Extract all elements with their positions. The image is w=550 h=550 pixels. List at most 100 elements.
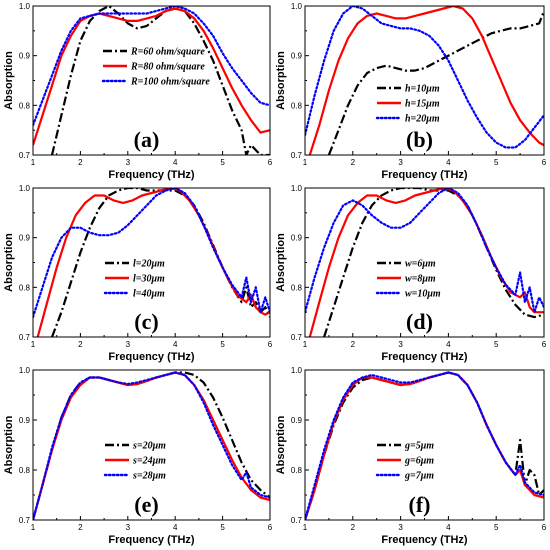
x-axis-label: Frequency (THz) — [381, 534, 468, 546]
legend: s=20μm s=24μm s=28μm — [103, 441, 166, 482]
x-tick-label: 2 — [351, 523, 356, 532]
x-tick-label: 6 — [542, 158, 547, 167]
x-axis-label: Frequency (THz) — [108, 169, 195, 181]
series-line-2 — [308, 6, 544, 155]
y-axis-label: Absorption — [275, 233, 287, 292]
legend-entry: w=8μm — [405, 274, 436, 285]
chart-panel: 1 2 3 4 5 6 0.7 0.8 0.9 1.0 Frequency (THz) Absorpt… — [3, 366, 273, 546]
chart-panel: 1 2 3 4 5 6 0.7 0.8 0.9 1.0 Frequency (THz) Absorpt… — [3, 184, 273, 363]
y-tick-label: 0.7 — [19, 333, 31, 342]
panel-label: (e) — [134, 492, 158, 517]
x-tick-label: 1 — [303, 340, 308, 349]
y-tick-label: 0.8 — [291, 283, 303, 292]
x-axis-label: Frequency (THz) — [381, 351, 468, 363]
y-tick-label: 0.7 — [19, 516, 31, 525]
legend-entry: l=30μm — [133, 274, 165, 285]
x-tick-label: 1 — [31, 523, 36, 532]
legend-entry: w=6μm — [405, 259, 436, 270]
y-tick-label: 0.9 — [19, 234, 31, 243]
x-tick-label: 2 — [351, 158, 356, 167]
legend-entry: g=6μm — [404, 456, 434, 467]
y-tick-label: 0.7 — [291, 151, 303, 160]
chart-panel: 1 2 3 4 5 6 0.7 0.8 0.9 1.0 Frequency (THz) Absorpt… — [3, 2, 273, 181]
legend: R=60 ohm/square R=80 ohm/square R=100 ohm/… — [101, 47, 210, 88]
y-tick-label: 0.8 — [291, 101, 303, 110]
legend-entry: w=10μm — [405, 289, 441, 300]
legend-entry: R=100 ohm/square — [130, 77, 210, 88]
panel-label: (f) — [409, 492, 431, 517]
chart-panel: 1 2 3 4 5 6 0.7 0.8 0.9 1.0 Frequency (THz) Absorpt… — [275, 184, 547, 363]
y-tick-label: 0.9 — [291, 416, 303, 425]
x-tick-label: 4 — [446, 523, 451, 532]
x-tick-label: 1 — [31, 158, 36, 167]
y-tick-label: 1.0 — [19, 184, 31, 193]
x-tick-label: 1 — [303, 523, 308, 532]
panel-label: (d) — [406, 309, 433, 334]
x-tick-label: 3 — [398, 158, 403, 167]
x-tick-label: 2 — [78, 158, 83, 167]
x-tick-label: 3 — [126, 158, 131, 167]
y-axis-label: Absorption — [3, 415, 15, 474]
series-line-3 — [305, 6, 544, 149]
x-tick-label: 5 — [494, 523, 499, 532]
y-tick-label: 1.0 — [291, 184, 303, 193]
panel-label: (a) — [134, 127, 160, 152]
y-tick-label: 0.8 — [291, 466, 303, 475]
legend-entry: h=20μm — [405, 114, 440, 125]
x-tick-label: 5 — [494, 158, 499, 167]
x-tick-label: 3 — [398, 340, 403, 349]
x-tick-label: 4 — [173, 340, 178, 349]
panel-label: (c) — [134, 309, 158, 334]
x-tick-label: 2 — [78, 340, 83, 349]
series-line-1 — [33, 371, 270, 520]
legend: w=6μm w=8μm w=10μm — [375, 259, 441, 300]
x-axis-label: Frequency (THz) — [108, 351, 195, 363]
x-tick-label: 6 — [268, 523, 273, 532]
y-tick-label: 0.9 — [19, 416, 31, 425]
series-line-3 — [305, 371, 544, 520]
series-line-2 — [308, 188, 544, 337]
legend-entry: h=15μm — [405, 99, 440, 110]
legend-entry: l=40μm — [133, 289, 165, 300]
legend-entry: s=28μm — [132, 471, 166, 482]
x-tick-label: 6 — [268, 340, 273, 349]
x-tick-label: 6 — [268, 158, 273, 167]
y-axis-label: Absorption — [3, 233, 15, 292]
x-tick-label: 4 — [173, 158, 178, 167]
legend-entry: s=20μm — [132, 441, 166, 452]
x-axis-label: Frequency (THz) — [381, 169, 468, 181]
y-tick-label: 1.0 — [19, 366, 31, 375]
x-tick-label: 3 — [398, 523, 403, 532]
x-tick-label: 5 — [494, 340, 499, 349]
panel-label: (b) — [406, 127, 433, 152]
x-tick-label: 3 — [126, 340, 131, 349]
y-axis-label: Absorption — [275, 51, 287, 110]
y-tick-label: 0.8 — [19, 466, 31, 475]
y-tick-label: 0.9 — [291, 234, 303, 243]
y-tick-label: 0.9 — [19, 52, 31, 61]
legend-entry: R=80 ohm/square — [130, 62, 205, 73]
series-line-3 — [33, 371, 270, 520]
x-tick-label: 2 — [78, 523, 83, 532]
x-tick-label: 1 — [31, 340, 36, 349]
x-tick-label: 1 — [303, 158, 308, 167]
chart-panel: 1 2 3 4 5 6 0.7 0.8 0.9 1.0 Frequency (THz) Absorpt… — [275, 2, 547, 181]
x-tick-label: 5 — [220, 340, 225, 349]
x-tick-label: 6 — [542, 340, 547, 349]
x-tick-label: 4 — [446, 340, 451, 349]
legend-entry: g=5μm — [404, 441, 434, 452]
legend: g=5μm g=6μm g=7μm — [375, 441, 434, 482]
y-tick-label: 1.0 — [291, 366, 303, 375]
legend-entry: h=10μm — [405, 84, 440, 95]
y-tick-label: 0.9 — [291, 52, 303, 61]
x-tick-label: 5 — [220, 158, 225, 167]
chart-panel: 1 2 3 4 5 6 0.7 0.8 0.9 1.0 Frequency (THz) Absorpt… — [275, 366, 547, 546]
legend: l=20μm l=30μm l=40μm — [103, 259, 165, 300]
legend-entry: l=20μm — [133, 259, 165, 270]
series-line-2 — [33, 7, 270, 146]
series-line-1 — [50, 188, 270, 337]
x-tick-label: 4 — [446, 158, 451, 167]
y-tick-label: 0.8 — [19, 283, 31, 292]
legend-entry: g=7μm — [404, 471, 434, 482]
